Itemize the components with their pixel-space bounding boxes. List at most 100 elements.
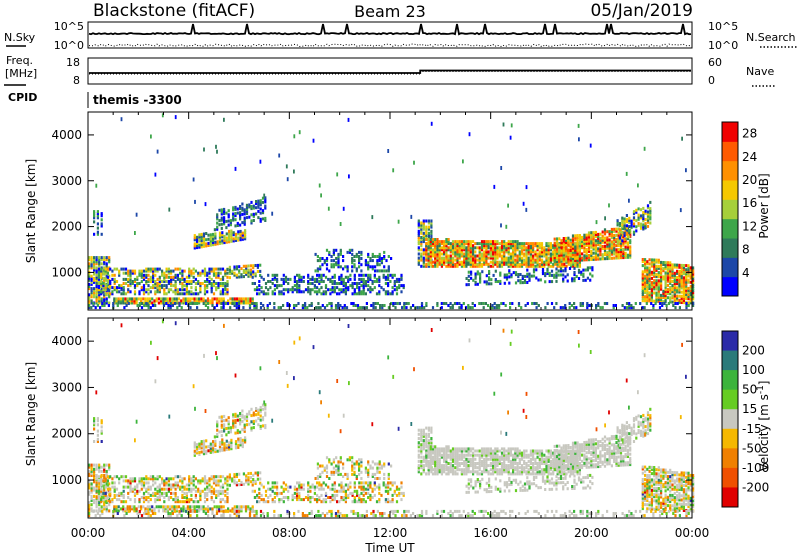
power-cell — [687, 286, 690, 290]
power-cell — [650, 302, 653, 305]
velocity-cell — [206, 498, 209, 502]
power-cell — [325, 259, 329, 263]
power-cell — [574, 250, 577, 254]
power-cell — [650, 276, 653, 280]
power-cell — [118, 290, 121, 294]
power-cell — [578, 256, 581, 260]
power-cell — [229, 297, 232, 301]
power-cell — [467, 270, 470, 274]
power-cell — [356, 286, 359, 290]
velocity-cell — [238, 483, 241, 487]
power-cell — [202, 244, 206, 248]
power-cell — [507, 258, 510, 262]
power-cell — [653, 270, 656, 274]
velocity-cell — [206, 493, 209, 497]
power-cell — [211, 301, 214, 305]
velocity-cell — [260, 498, 263, 502]
power-cell — [671, 290, 674, 294]
velocity-cell — [190, 481, 193, 485]
power-cell — [296, 288, 299, 292]
power-cell — [587, 237, 591, 241]
power-cell — [298, 284, 301, 288]
power-cell — [648, 285, 651, 289]
power-cell — [449, 246, 452, 250]
power-cell — [198, 233, 201, 237]
power-cell — [192, 292, 195, 296]
power-cell — [420, 256, 423, 260]
velocity-cell — [170, 485, 173, 489]
power-cell — [391, 290, 394, 294]
power-cell — [425, 250, 428, 254]
power-cell — [249, 301, 252, 305]
velocity-cell — [129, 479, 132, 483]
power-cell — [196, 306, 199, 310]
power-cell — [340, 277, 343, 281]
power-cell — [445, 258, 448, 262]
power-cell — [661, 304, 664, 307]
velocity-cell — [264, 413, 267, 417]
power-cell — [244, 233, 247, 237]
power-cell — [479, 280, 482, 284]
power-cell — [520, 258, 524, 262]
power-cell — [228, 234, 231, 238]
power-cell — [508, 281, 511, 285]
power-cell — [550, 280, 554, 284]
power-cell — [369, 288, 372, 292]
power-cell — [233, 297, 236, 301]
freq-tick-top: 18 — [66, 56, 80, 69]
power-cell — [171, 301, 174, 305]
velocity-cell — [108, 496, 111, 500]
power-cell — [276, 280, 279, 283]
velocity-cell — [126, 507, 129, 511]
power-cell — [678, 276, 681, 280]
power-cell — [287, 282, 290, 285]
power-cell — [646, 295, 649, 299]
velocity-cell — [145, 477, 148, 481]
velocity-cell — [215, 496, 218, 499]
power-cell — [235, 267, 238, 271]
power-cell — [353, 275, 356, 279]
power-cell — [646, 297, 649, 301]
power-cell — [136, 282, 139, 285]
power-cell — [181, 277, 184, 281]
power-cell — [291, 290, 294, 294]
velocity-cell — [318, 483, 321, 487]
power-cell — [494, 254, 497, 258]
power-cell — [244, 231, 247, 235]
power-cell — [380, 286, 383, 290]
power-cell — [360, 273, 363, 277]
power-cell — [558, 249, 561, 253]
power-cell — [378, 255, 381, 258]
power-cell — [90, 266, 93, 270]
power-cell — [443, 252, 446, 256]
power-cell — [249, 272, 252, 276]
power-cell — [474, 250, 477, 254]
velocity-cell — [300, 487, 303, 491]
power-cell — [621, 216, 624, 220]
power-cell — [355, 269, 358, 273]
power-cell — [356, 306, 360, 310]
power-cell — [443, 250, 446, 254]
power-cell — [278, 153, 281, 158]
power-cell — [546, 267, 549, 271]
power-cell — [485, 248, 488, 252]
power-cell — [680, 298, 683, 302]
power-cell — [571, 244, 575, 248]
velocity-cell — [163, 483, 166, 487]
power-cell — [149, 269, 152, 273]
power-cell — [198, 237, 201, 241]
power-cell — [552, 262, 555, 266]
velocity-cell — [124, 500, 128, 504]
velocity-cell — [316, 498, 319, 502]
power-cell — [113, 277, 116, 281]
velocity-cell — [284, 487, 288, 491]
velocity-cell — [223, 448, 226, 452]
power-cell — [514, 281, 518, 285]
power-cell — [644, 268, 647, 272]
power-cell — [229, 223, 232, 227]
power-cell — [680, 270, 683, 273]
power-cell — [176, 273, 179, 277]
power-cell — [215, 288, 218, 292]
power-cell — [687, 291, 690, 294]
power-cell — [216, 225, 219, 229]
